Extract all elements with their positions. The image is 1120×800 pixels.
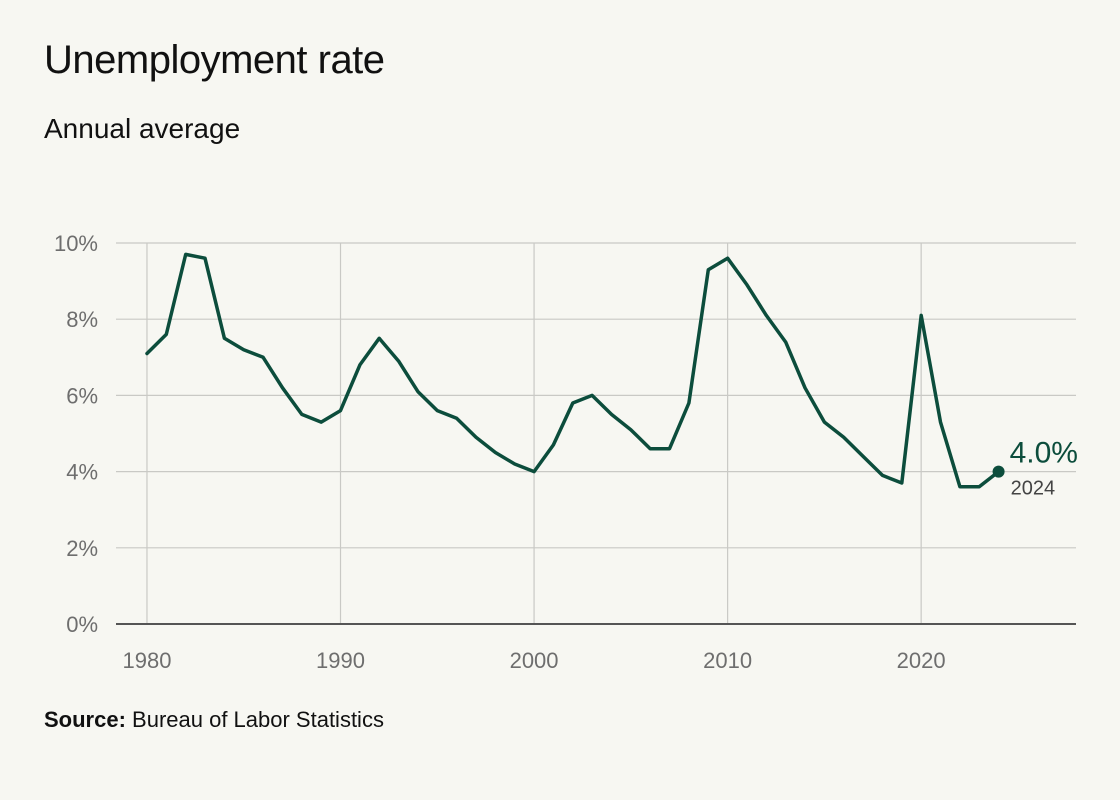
x-tick-label: 1980 xyxy=(122,648,171,673)
x-gridlines xyxy=(147,243,921,624)
y-tick-label: 0% xyxy=(66,612,98,637)
y-tick-label: 8% xyxy=(66,307,98,332)
line-chart: 0%2%4%6%8%10% 1980 1990 2000 2010 2020 4.0% … xyxy=(0,0,1120,800)
source-text: Bureau of Labor Statistics xyxy=(126,707,384,732)
x-tick-label: 2020 xyxy=(897,648,946,673)
x-tick-label: 2010 xyxy=(703,648,752,673)
y-tick-label: 4% xyxy=(66,460,98,485)
x-tick-labels: 1980 1990 2000 2010 2020 xyxy=(122,648,945,673)
y-gridlines xyxy=(116,243,1076,548)
end-point-marker xyxy=(993,466,1005,478)
source-label: Source: xyxy=(44,707,126,732)
y-tick-labels: 0% 2% 4% 6% 8% 10% xyxy=(54,231,98,637)
x-tick-label: 2000 xyxy=(510,648,559,673)
end-value-label: 4.0% xyxy=(1010,437,1078,470)
series-line-unemployment xyxy=(147,254,999,486)
y-tick-label: 6% xyxy=(66,383,98,408)
end-year-label: 2024 xyxy=(1011,478,1055,500)
source-note: Source: Bureau of Labor Statistics xyxy=(44,707,384,733)
x-tick-label: 1990 xyxy=(316,648,365,673)
y-tick-label: 2% xyxy=(66,536,98,561)
y-tick-label: 10% xyxy=(54,231,98,256)
